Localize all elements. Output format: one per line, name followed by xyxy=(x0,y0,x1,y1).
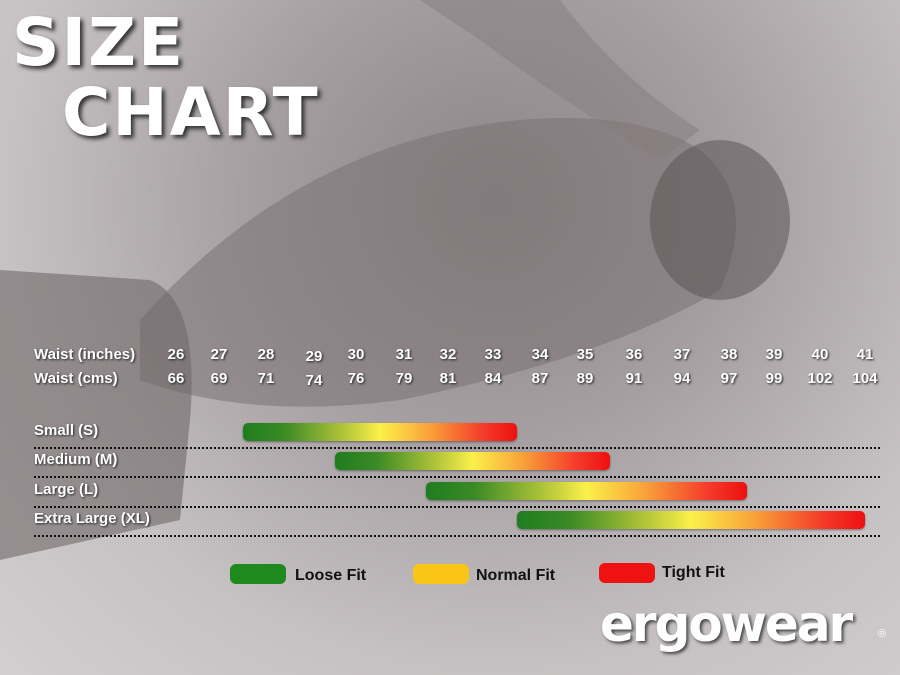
waist-inches-label: Waist (inches) xyxy=(34,346,136,363)
waist-cm-value: 66 xyxy=(167,370,185,387)
waist-cm-value: 102 xyxy=(807,370,833,387)
waist-inch-value: 32 xyxy=(439,346,457,363)
waist-inch-value: 37 xyxy=(673,346,691,363)
waist-inch-value: 38 xyxy=(720,346,738,363)
waist-cm-value: 94 xyxy=(673,370,691,387)
title-chart: CHART xyxy=(62,74,320,151)
waist-cm-value: 79 xyxy=(395,370,413,387)
size-range-bar xyxy=(426,482,747,500)
waist-inch-value: 29 xyxy=(305,348,323,365)
waist-inch-value: 36 xyxy=(625,346,643,363)
waist-cms-label: Waist (cms) xyxy=(34,370,118,387)
waist-cm-value: 89 xyxy=(576,370,594,387)
legend-label-normal: Normal Fit xyxy=(476,567,556,584)
waist-cm-value: 104 xyxy=(852,370,878,387)
registered-mark: ® xyxy=(878,628,887,640)
waist-inch-value: 30 xyxy=(347,346,365,363)
waist-cm-value: 74 xyxy=(305,372,323,389)
waist-inch-value: 28 xyxy=(257,346,275,363)
legend-swatch-loose xyxy=(230,564,286,584)
row-divider xyxy=(34,476,880,478)
waist-cm-value: 87 xyxy=(531,370,549,387)
waist-inch-value: 34 xyxy=(531,346,549,363)
size-label: Large (L) xyxy=(34,481,99,498)
size-range-bar xyxy=(516,511,865,529)
legend-label-loose: Loose Fit xyxy=(295,567,367,584)
waist-cm-value: 97 xyxy=(720,370,738,387)
size-label: Medium (M) xyxy=(34,451,118,468)
waist-cm-value: 99 xyxy=(765,370,783,387)
legend-swatch-normal xyxy=(413,564,469,584)
row-divider xyxy=(34,506,880,508)
row-divider xyxy=(34,535,880,537)
waist-cm-value: 71 xyxy=(257,370,275,387)
legend-swatch-tight xyxy=(599,563,655,583)
waist-inch-value: 35 xyxy=(576,346,594,363)
row-divider xyxy=(34,447,880,449)
waist-cm-value: 69 xyxy=(210,370,228,387)
waist-cm-value: 81 xyxy=(439,370,457,387)
waist-inch-value: 41 xyxy=(856,346,874,363)
ergowear-logo: ergowear xyxy=(600,595,853,653)
size-range-bar xyxy=(335,452,610,470)
size-label: Extra Large (XL) xyxy=(34,510,150,527)
waist-cm-value: 84 xyxy=(484,370,502,387)
title-size: SIZE xyxy=(12,4,186,81)
waist-cm-value: 91 xyxy=(625,370,643,387)
waist-inch-value: 31 xyxy=(395,346,413,363)
waist-cm-value: 76 xyxy=(347,370,365,387)
waist-inch-value: 39 xyxy=(765,346,783,363)
size-label: Small (S) xyxy=(34,422,99,439)
waist-inch-value: 33 xyxy=(484,346,502,363)
waist-inch-value: 26 xyxy=(167,346,185,363)
waist-inch-value: 40 xyxy=(811,346,829,363)
legend-label-tight: Tight Fit xyxy=(662,564,725,581)
size-range-bar xyxy=(242,423,517,441)
waist-inch-value: 27 xyxy=(210,346,228,363)
